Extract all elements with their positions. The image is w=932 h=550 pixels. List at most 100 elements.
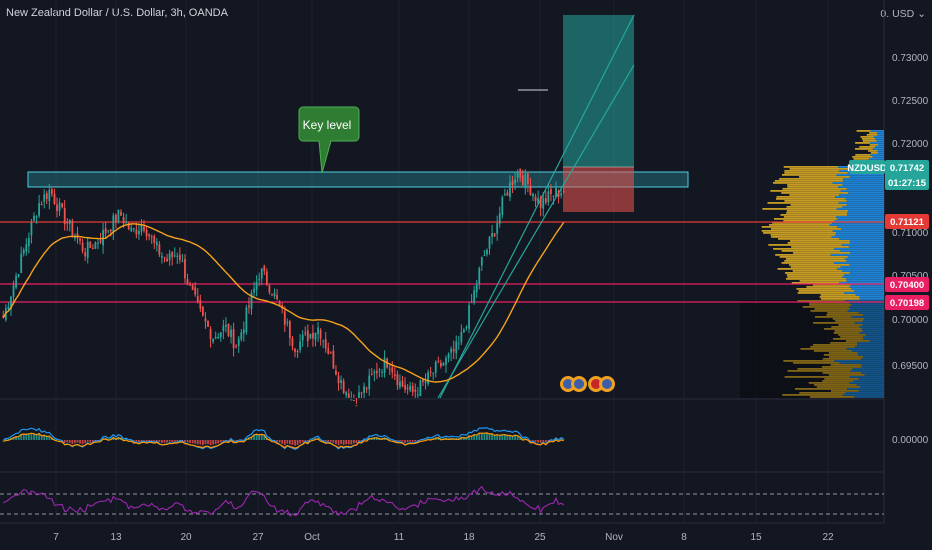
profile-bar-sell [774, 218, 838, 220]
candle-body [253, 288, 255, 293]
candle-body [383, 357, 386, 373]
profile-bar-sell [845, 340, 870, 342]
profile-bar-buy [870, 130, 884, 132]
economic-events[interactable] [560, 376, 615, 392]
profile-bar-sell [830, 364, 862, 366]
candle-body [217, 336, 220, 339]
symbol-label: NZDUSD [847, 163, 887, 174]
candle-body [427, 372, 429, 384]
price-tick: 0.69500 [892, 361, 929, 372]
signal-line [3, 432, 564, 449]
macd-bar [145, 440, 148, 442]
currency-label[interactable]: 0. USD ⌄ [880, 8, 926, 20]
candle-body [209, 328, 212, 340]
macd-bar [153, 440, 156, 442]
candle-body [278, 301, 281, 306]
oscillator-tick: 0.00000 [892, 435, 929, 446]
profile-bar-buy [857, 344, 884, 346]
flag-icon [563, 379, 573, 389]
profile-bar-sell [833, 332, 860, 334]
profile-bar-buy [849, 308, 884, 310]
flag-icon [591, 379, 601, 389]
profile-bar-sell [787, 370, 851, 372]
profile-bar-buy [855, 294, 884, 296]
profile-bar-buy [851, 288, 884, 290]
macd-bar [496, 434, 499, 440]
macd-bar [506, 434, 509, 440]
profile-bar-buy [846, 200, 884, 202]
candle-body [140, 225, 143, 232]
profile-bar-buy [876, 140, 884, 142]
profile-bar-buy [847, 388, 884, 390]
key-level-callout[interactable]: Key level [298, 106, 360, 174]
candle-body [81, 242, 84, 251]
profile-bar-sell [779, 178, 844, 180]
profile-bar-buy [863, 338, 884, 340]
macd-bar [539, 440, 542, 443]
profile-bar-sell [852, 156, 873, 158]
profile-bar-buy [877, 134, 884, 136]
candle-body [104, 228, 107, 234]
candle-body [301, 334, 304, 341]
macd-bar [516, 435, 519, 440]
trend-line-1[interactable] [439, 14, 635, 399]
macd-bar [250, 436, 253, 440]
candle-body [363, 386, 366, 393]
candle-body [61, 203, 64, 208]
candle-body [35, 216, 38, 218]
candle-body [491, 233, 493, 237]
level-badge-1[interactable]: 0.71121 [885, 214, 929, 229]
profile-bar-buy [839, 194, 884, 196]
current-price-badge[interactable]: NZDUSD 0.71742 01:27:15 [847, 160, 929, 190]
candle-body [12, 285, 15, 297]
candle-body [521, 175, 524, 186]
profile-bar-sell [855, 154, 871, 156]
currency-dropdown-icon: ⌄ [917, 8, 926, 20]
macd-bar [335, 440, 337, 444]
profile-bar-sell [781, 174, 837, 176]
candle-body [153, 236, 156, 243]
level-badge-3[interactable]: 0.70198 [885, 295, 929, 310]
profile-bar-sell [782, 394, 843, 396]
profile-bar-buy [857, 352, 884, 354]
candle-body [222, 325, 225, 332]
profile-bar-sell [786, 212, 848, 214]
candle-body [396, 374, 399, 386]
profile-bar-buy [878, 144, 884, 146]
candle-body [496, 223, 499, 234]
profile-bar-buy [842, 180, 884, 182]
candle-body [516, 171, 519, 178]
profile-bar-buy [837, 218, 884, 220]
level-badge-2[interactable]: 0.70400 [885, 277, 929, 292]
candle-body [560, 193, 563, 196]
candle-body [22, 249, 25, 254]
profile-bar-sell [800, 348, 847, 350]
profile-bar-buy [830, 254, 884, 256]
profile-bar-buy [872, 148, 884, 150]
long-position-stop-zone[interactable] [563, 167, 634, 212]
macd-bar [473, 434, 476, 440]
profile-bar-buy [848, 246, 884, 248]
candle-body [227, 323, 230, 337]
macd-bar [478, 432, 481, 440]
profile-bar-sell [772, 222, 833, 224]
macd-bar [66, 440, 69, 443]
candle-body [161, 255, 163, 258]
candle-body [20, 253, 23, 273]
profile-bar-buy [842, 394, 884, 396]
profile-bar-buy [841, 244, 884, 246]
trend-line-2[interactable] [437, 64, 635, 399]
profile-bar-sell [869, 144, 879, 146]
macd-bar [511, 435, 514, 440]
macd-bar [33, 433, 35, 440]
time-tick: Oct [304, 532, 320, 543]
macd-bar [219, 440, 222, 443]
candle-body [237, 338, 240, 347]
candle-body [514, 179, 516, 184]
candle-body [470, 302, 473, 304]
macd-bar [40, 435, 43, 440]
candle-body [342, 380, 345, 393]
long-position-target-zone[interactable] [563, 15, 634, 167]
profile-shade [740, 300, 884, 398]
